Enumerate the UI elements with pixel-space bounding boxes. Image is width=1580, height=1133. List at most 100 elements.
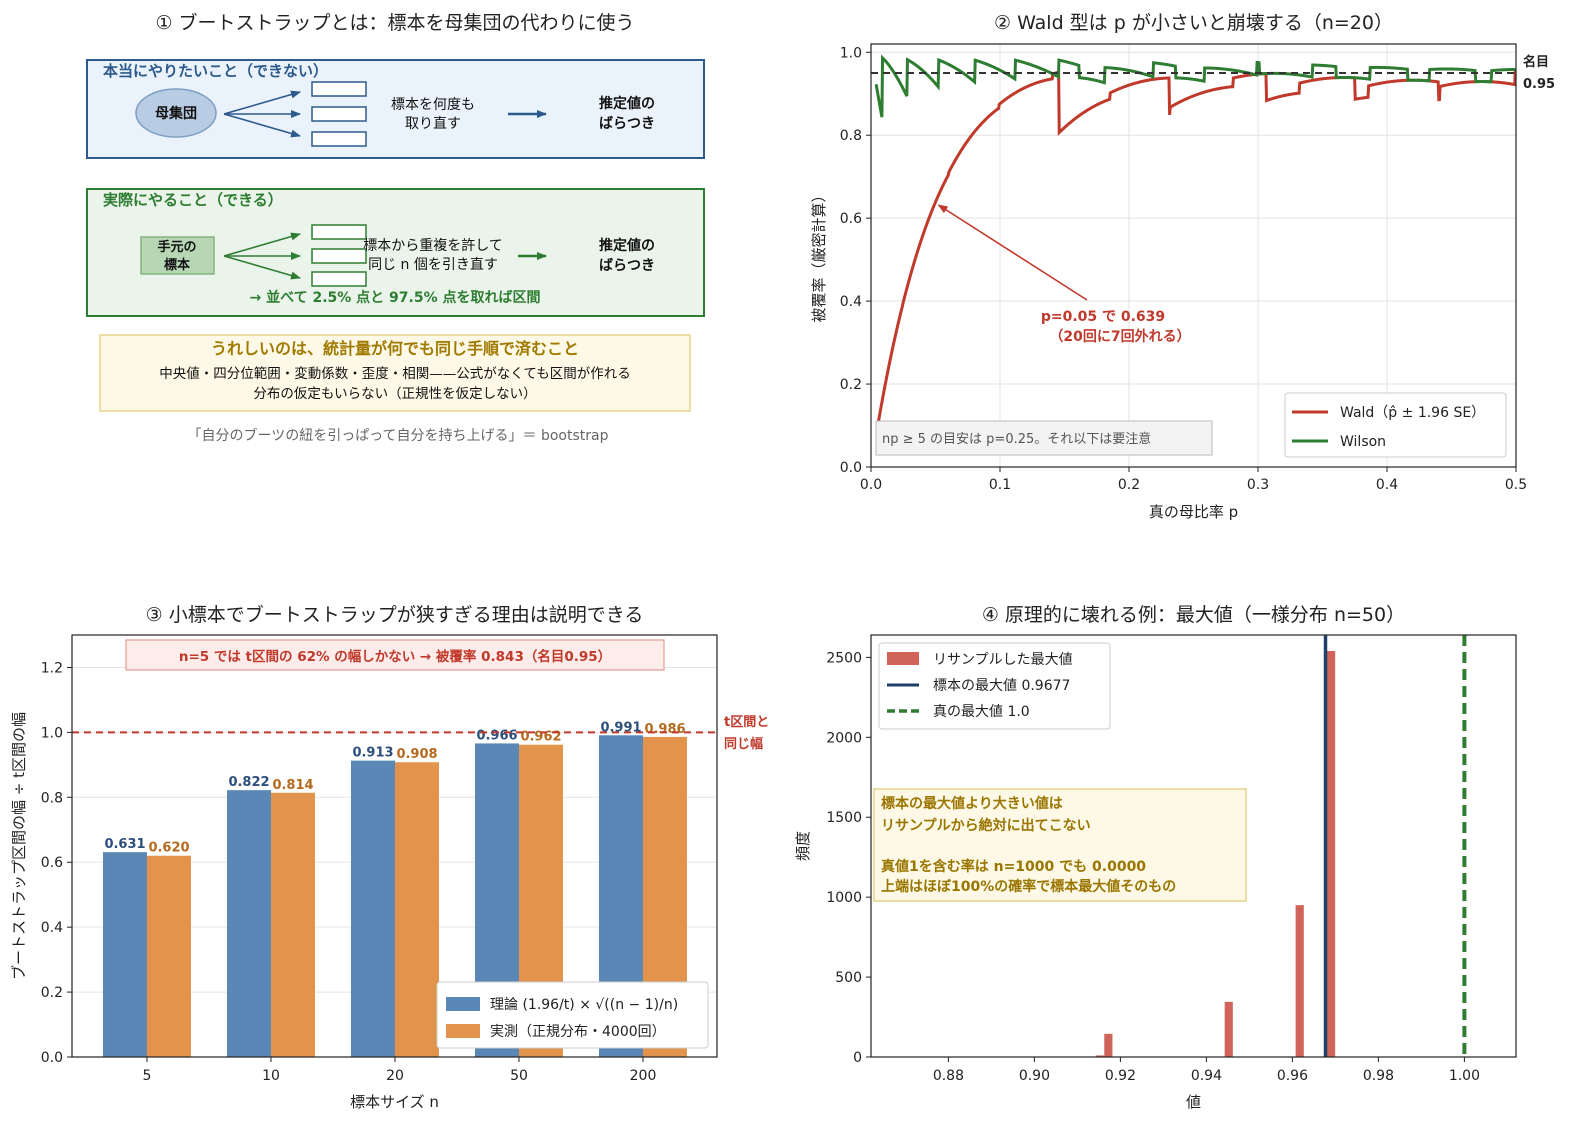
y-tick-label: 0.4 bbox=[840, 294, 862, 310]
x-tick-label: 0.94 bbox=[1191, 1068, 1222, 1084]
histogram-bar bbox=[1095, 1055, 1104, 1057]
box-ideal-heading: 本当にやりたいこと（できない） bbox=[103, 62, 328, 80]
legend-swatch bbox=[887, 652, 919, 665]
arrow-icon bbox=[223, 113, 301, 138]
box-actual-result-2: ばらつき bbox=[599, 258, 655, 274]
annotation-text: （20回に7回外れる） bbox=[1049, 328, 1190, 345]
reference-label: t区間と bbox=[724, 715, 769, 730]
x-axis-label: 真の母比率 p bbox=[1149, 503, 1238, 521]
panel-4-title: ④ 原理的に壊れる例：最大値（一様分布 n=50） bbox=[982, 604, 1405, 626]
y-tick-label: 0.4 bbox=[41, 920, 63, 936]
resample-box bbox=[311, 271, 367, 287]
box-ideal-result-2: ばらつき bbox=[599, 116, 655, 132]
legend-label: 真の最大値 1.0 bbox=[933, 704, 1030, 720]
note-text: 上端はほぼ100%の確率で標本最大値そのもの bbox=[881, 878, 1176, 895]
bar-theory bbox=[351, 760, 395, 1057]
resample-box bbox=[311, 248, 367, 264]
plot-frame bbox=[870, 43, 1517, 468]
own-sample-label-1: 手元の bbox=[157, 239, 196, 255]
y-tick-label: 1.2 bbox=[41, 660, 63, 676]
legend-label: Wald（p̂ ± 1.96 SE） bbox=[1340, 405, 1485, 421]
panel-1-caption: 「自分のブーツの紐を引っぱって自分を持ち上げる」＝ bootstrap bbox=[188, 427, 609, 444]
box-benefit-line-2: 分布の仮定もいらない（正規性を仮定しない） bbox=[253, 386, 536, 402]
note-text: リサンプルから絶対に出てこない bbox=[881, 817, 1091, 834]
annotation-text: p=0.05 で 0.639 bbox=[1041, 309, 1165, 325]
banner-text: n=5 では t区間の 62% の幅しかない → 被覆率 0.843（名目0.9… bbox=[179, 648, 611, 665]
reference-label: 同じ幅 bbox=[724, 736, 763, 752]
reference-label: 0.95 bbox=[1523, 77, 1555, 92]
y-tick-label: 0 bbox=[853, 1050, 862, 1066]
bar-observed bbox=[395, 762, 439, 1057]
own-sample-label-2: 標本 bbox=[164, 257, 190, 273]
x-tick-label: 0.88 bbox=[933, 1068, 964, 1084]
y-tick-label: 2500 bbox=[826, 650, 862, 666]
legend-box bbox=[1284, 392, 1507, 458]
own-sample-box bbox=[140, 236, 215, 275]
panel-2-chart: ② Wald 型は p が小さいと崩壊する（n=20） 0.0 0.1 0.2 0.3 0… bbox=[810, 12, 1555, 521]
box-actual-middle-1: 標本から重複を許して bbox=[363, 237, 503, 254]
box-benefit-line-1: 中央値・四分位範囲・変動係数・歪度・相関——公式がなくても区間が作れる bbox=[159, 365, 630, 382]
bar-value-label: 0.631 bbox=[104, 837, 145, 852]
bar-value-label: 0.814 bbox=[272, 778, 313, 793]
legend-label: 理論 (1.96/t) × √((n − 1)/n) bbox=[490, 997, 678, 1013]
y-tick-label: 0.2 bbox=[41, 985, 63, 1001]
annotation-arrow bbox=[937, 204, 1088, 301]
box-ideal-middle-1: 標本を何度も bbox=[391, 97, 475, 113]
histogram-bar bbox=[1224, 1001, 1233, 1057]
bar-value-label: 0.966 bbox=[476, 728, 517, 743]
histogram-bar bbox=[1104, 1033, 1113, 1057]
resample-box bbox=[311, 224, 367, 240]
bar-observed bbox=[271, 792, 315, 1057]
bar-observed bbox=[147, 855, 191, 1057]
reference-label: 名目 bbox=[1523, 54, 1549, 70]
legend-label: 実測（正規分布・4000回） bbox=[490, 1024, 666, 1040]
population-ellipse bbox=[135, 88, 217, 138]
bar-value-label: 0.962 bbox=[520, 730, 561, 745]
bar-theory bbox=[227, 790, 271, 1057]
x-tick-label: 0.92 bbox=[1105, 1068, 1136, 1084]
panel-3-chart: ③ 小標本でブートストラップが狭すぎる理由は説明できる 0.0 0.2 0.4 0.6 0… bbox=[10, 603, 769, 1111]
population-label: 母集団 bbox=[155, 105, 197, 122]
box-ideal-middle-2: 取り直す bbox=[405, 115, 461, 132]
box-actual-result-1: 推定値の bbox=[599, 237, 655, 254]
plot-frame bbox=[870, 634, 1517, 1058]
bar-value-label: 0.913 bbox=[352, 746, 393, 761]
x-tick-label: 50 bbox=[510, 1068, 528, 1084]
series-line-wilson bbox=[874, 54, 1516, 118]
series-line-wald bbox=[875, 69, 1516, 428]
y-tick-label: 1.0 bbox=[840, 45, 862, 61]
bar-value-label: 0.908 bbox=[396, 747, 437, 762]
bar-value-label: 0.991 bbox=[600, 720, 641, 735]
histogram-bar bbox=[1295, 905, 1304, 1057]
x-tick-label: 0.4 bbox=[1376, 477, 1398, 493]
y-tick-label: 0.2 bbox=[840, 377, 862, 393]
sample-box bbox=[311, 81, 367, 97]
x-tick-label: 0.98 bbox=[1363, 1068, 1394, 1084]
legend-swatch bbox=[446, 997, 480, 1011]
box-actual-heading: 実際にやること（できる） bbox=[103, 191, 283, 209]
y-tick-label: 1000 bbox=[826, 890, 862, 906]
x-tick-label: 0.3 bbox=[1247, 477, 1269, 493]
box-benefit-heading: うれしいのは、統計量が何でも同じ手順で済むこと bbox=[211, 339, 579, 358]
x-tick-label: 0.90 bbox=[1019, 1068, 1050, 1084]
panel-1-title: ① ブートストラップとは：標本を母集団の代わりに使う bbox=[155, 11, 634, 34]
plot-frame bbox=[71, 634, 718, 1058]
x-tick-label: 0.96 bbox=[1277, 1068, 1308, 1084]
legend-label: Wilson bbox=[1340, 434, 1386, 450]
box-actual-middle-2: 同じ n 個を引き直す bbox=[368, 256, 498, 273]
x-tick-label: 20 bbox=[386, 1068, 404, 1084]
y-axis-label: 被覆率（厳密計算） bbox=[810, 187, 828, 322]
note-box bbox=[873, 788, 1247, 902]
panel-4-chart: ④ 原理的に壊れる例：最大値（一様分布 n=50） 0.88 0.90 0.92 0.9… bbox=[794, 604, 1517, 1111]
bar-value-label: 0.620 bbox=[148, 841, 189, 856]
panel-1-diagram: ① ブートストラップとは：標本を母集団の代わりに使う 本当にやりたいこと（できな… bbox=[86, 11, 705, 444]
y-tick-label: 0.0 bbox=[41, 1050, 63, 1066]
arrow-icon bbox=[223, 90, 301, 115]
y-tick-label: 0.8 bbox=[840, 128, 862, 144]
x-tick-label: 5 bbox=[143, 1068, 152, 1084]
sample-box bbox=[311, 106, 367, 122]
box-actual-footer: → 並べて 2.5% 点と 97.5% 点を取れば区間 bbox=[250, 289, 541, 306]
histogram-bar bbox=[1327, 650, 1336, 1057]
bar-theory bbox=[103, 852, 147, 1057]
